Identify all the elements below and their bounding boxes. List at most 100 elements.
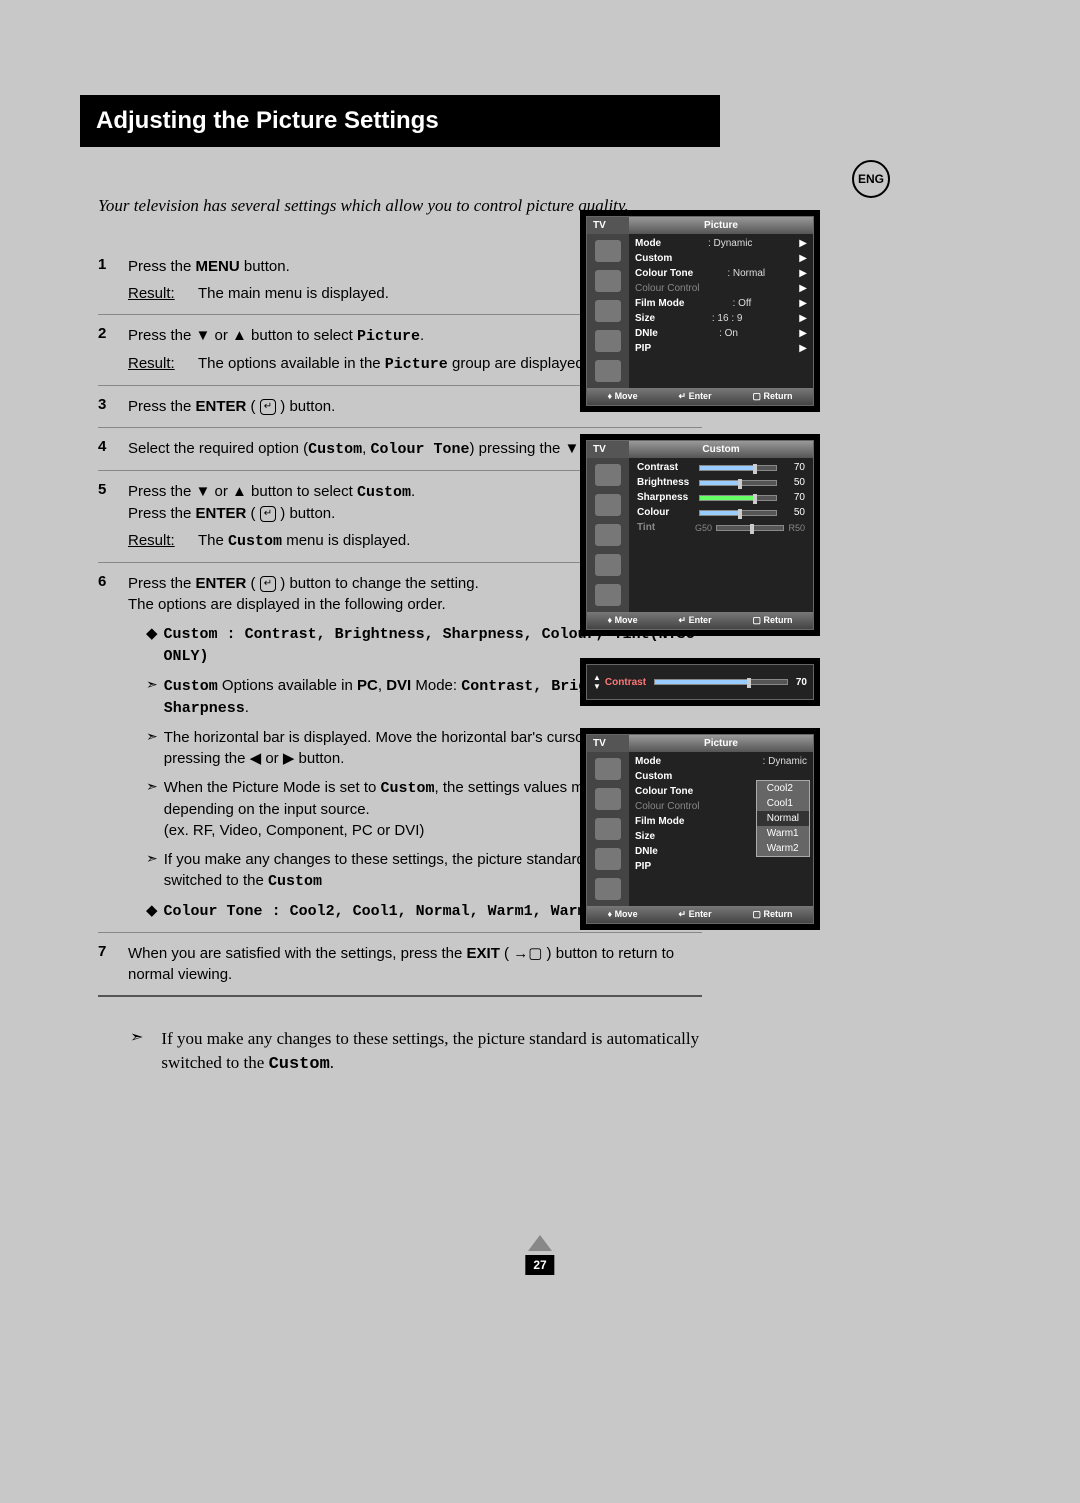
text: When the Picture Mode is set to <box>164 779 381 796</box>
osd-sidebar-icons <box>587 752 629 906</box>
mono: Colour Tone : <box>164 903 290 920</box>
mono: Custom : <box>164 626 245 643</box>
text: (ex. RF, Video, Component, PC or DVI) <box>164 822 425 839</box>
osd-slider-list: Contrast70Brightness50Sharpness70Colour5… <box>629 458 813 612</box>
text: ) button to change the setting. <box>276 575 479 592</box>
osd-contrast-bar: ▲▼ Contrast 70 <box>580 658 820 706</box>
diamond-icon: ◆ <box>146 900 158 922</box>
text: Press the <box>128 505 196 522</box>
down-icon: ▼ <box>593 682 601 691</box>
osd-move: ♦ Move <box>607 909 637 920</box>
step-num: 4 <box>98 438 128 460</box>
text: Mode: <box>411 677 461 694</box>
result-text: The main menu is displayed. <box>198 283 389 304</box>
text: Press the ▼ or ▲ button to select <box>128 483 357 500</box>
step-num: 5 <box>98 481 128 552</box>
enter-bold: ENTER <box>196 505 247 522</box>
osd-return: ▢ Return <box>753 615 793 626</box>
step-num: 7 <box>98 943 128 985</box>
osd-move: ♦ Move <box>607 615 637 626</box>
bold: DVI <box>386 677 411 694</box>
text: . <box>420 327 424 344</box>
osd-enter: ↵ Enter <box>679 909 712 920</box>
page-title: Adjusting the Picture Settings <box>80 95 720 147</box>
text: . <box>411 483 415 500</box>
osd-column: TVPicture Mode: Dynamic▶Custom▶Colour To… <box>580 210 820 952</box>
enter-bold: ENTER <box>196 575 247 592</box>
mono: Custom <box>269 1055 330 1074</box>
text: ) button. <box>276 398 335 415</box>
diamond-icon: ◆ <box>146 623 158 667</box>
osd-return: ▢ Return <box>753 391 793 402</box>
osd-sidebar-icons <box>587 458 629 612</box>
up-icon: ▲ <box>593 673 601 682</box>
enter-bold: ENTER <box>196 398 247 415</box>
osd-move: ♦ Move <box>607 391 637 402</box>
text: . <box>330 1053 334 1072</box>
step-num: 3 <box>98 396 128 417</box>
osd-colour-tone-menu: TVPicture Mode: DynamicCustomColour Tone… <box>580 728 820 930</box>
text: If you make any changes to these setting… <box>161 1029 699 1072</box>
osd-title: Custom <box>629 441 813 458</box>
osd-sidebar-icons <box>587 234 629 388</box>
text: Press the <box>128 575 196 592</box>
osd-picture-menu: TVPicture Mode: Dynamic▶Custom▶Colour To… <box>580 210 820 412</box>
slider-value: 70 <box>796 677 807 688</box>
osd-title: Picture <box>629 217 813 234</box>
text: The <box>198 532 228 549</box>
osd-tv-label: TV <box>587 441 629 458</box>
text: Press the ▼ or ▲ button to select <box>128 327 357 344</box>
text: The options available in the <box>198 355 385 372</box>
text: ( <box>246 575 259 592</box>
osd-enter: ↵ Enter <box>679 615 712 626</box>
result-label: Result: <box>128 353 198 375</box>
text: group are displayed. <box>448 355 588 372</box>
mono: Colour Tone <box>370 441 469 458</box>
menu-bold: MENU <box>196 258 240 275</box>
osd-enter: ↵ Enter <box>679 391 712 402</box>
osd-tv-label: TV <box>587 217 629 234</box>
text: ( <box>500 945 513 962</box>
text: Press the <box>128 258 196 275</box>
text: ) button. <box>276 505 335 522</box>
text: When you are satisfied with the settings… <box>128 945 467 962</box>
osd-custom-menu: TVCustom Contrast70Brightness50Sharpness… <box>580 434 820 636</box>
text: , <box>378 677 386 694</box>
footer-note: ➣ If you make any changes to these setti… <box>130 1027 702 1077</box>
exit-bold: EXIT <box>467 945 500 962</box>
exit-icon: →▢ <box>513 945 542 962</box>
text: ( <box>246 505 259 522</box>
arrow-icon: ➣ <box>130 1027 143 1077</box>
osd-return: ▢ Return <box>753 909 793 920</box>
mono: Picture <box>357 328 420 345</box>
mono: Custom <box>308 441 362 458</box>
text: Options available in <box>218 677 357 694</box>
enter-icon: ↵ <box>260 506 276 522</box>
mono: Cool2, Cool1, Normal, Warm1, Warm2 <box>290 903 596 920</box>
enter-icon: ↵ <box>260 399 276 415</box>
text: Select the required option ( <box>128 440 308 457</box>
result-label: Result: <box>128 530 198 552</box>
mono: Custom <box>381 780 435 797</box>
mono: Custom <box>164 678 218 695</box>
text: menu is displayed. <box>282 532 410 549</box>
mono: Custom <box>268 873 322 890</box>
step-num: 2 <box>98 325 128 375</box>
mono: Picture <box>385 356 448 373</box>
enter-icon: ↵ <box>260 576 276 592</box>
osd-list: Mode: Dynamic▶Custom▶Colour Tone: Normal… <box>629 234 813 388</box>
step-num: 6 <box>98 573 128 922</box>
page-number: 27 <box>525 1255 554 1275</box>
osd-tv-label: TV <box>587 735 629 752</box>
text: Press the <box>128 398 196 415</box>
language-badge: ENG <box>852 160 890 198</box>
text: ( <box>246 398 259 415</box>
slider-label: Contrast <box>605 677 646 688</box>
text: button. <box>240 258 290 275</box>
bold: PC <box>357 677 378 694</box>
mono: Custom <box>357 484 411 501</box>
step-num: 1 <box>98 256 128 304</box>
colour-tone-dropdown: Cool2Cool1NormalWarm1Warm2 <box>756 780 810 857</box>
result-label: Result: <box>128 283 198 304</box>
mono: Custom <box>228 533 282 550</box>
